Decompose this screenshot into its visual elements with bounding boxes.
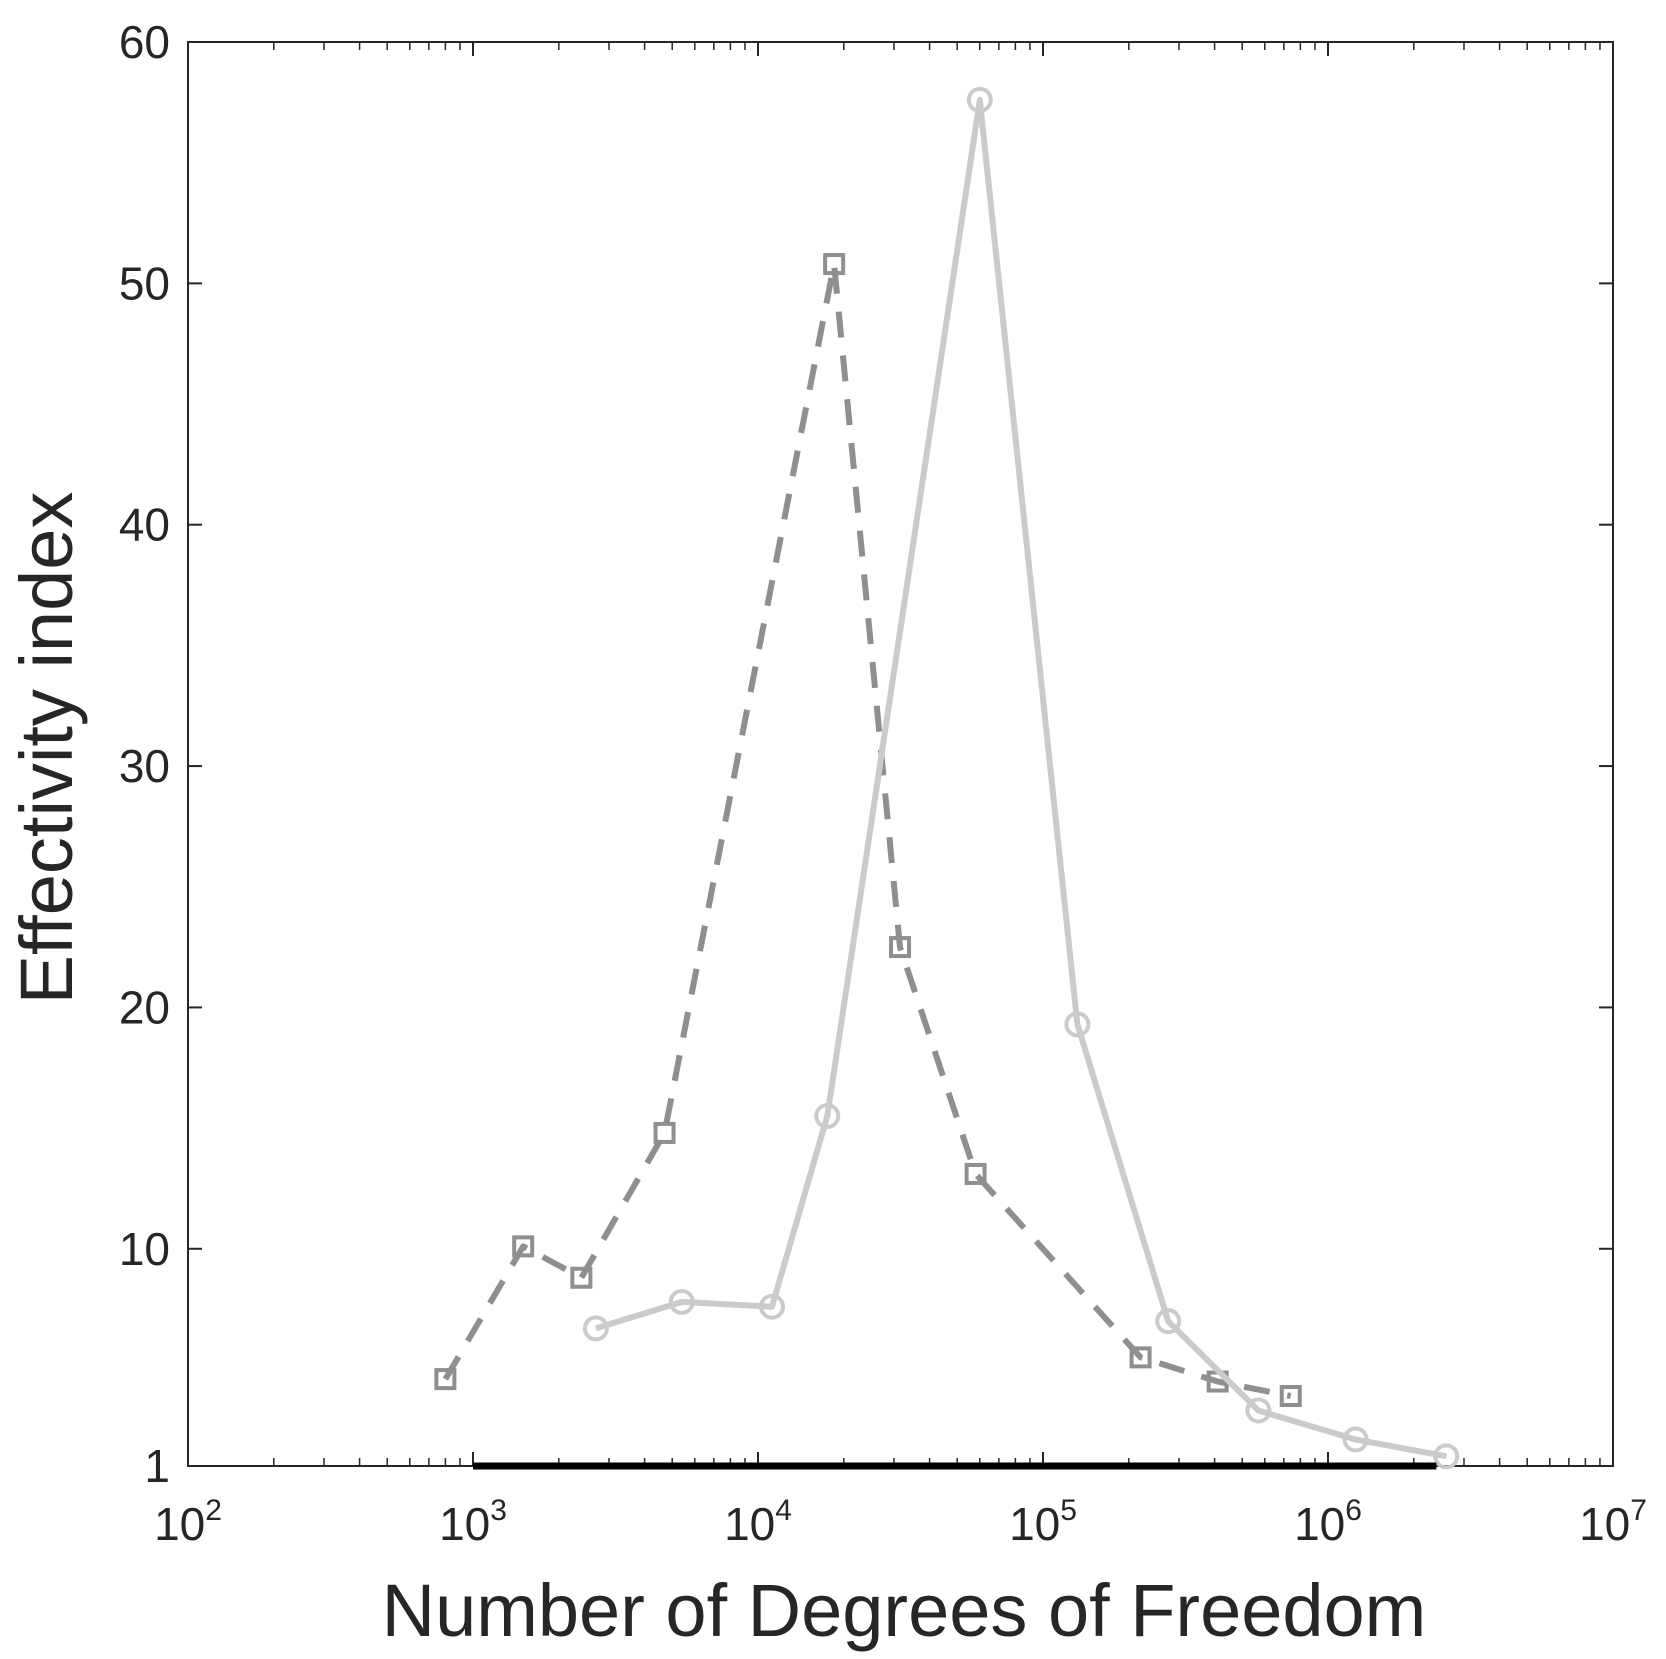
series-1-point (512, 1235, 535, 1258)
series-1-point (570, 1266, 593, 1289)
series-2-point (1433, 1443, 1460, 1470)
series-1-line (442, 261, 1292, 1399)
series-2-point (1155, 1308, 1182, 1335)
series-1-point (889, 936, 912, 959)
x-tick-label: 106 (1294, 1494, 1362, 1550)
series-2-point (1342, 1426, 1369, 1453)
series-2-line (595, 96, 1447, 1460)
y-tick-label: 50 (119, 257, 170, 309)
y-axis-title: Effectivity index (5, 492, 88, 1005)
x-tick-label: 105 (1009, 1494, 1077, 1550)
series-2-point (814, 1103, 841, 1130)
series-1-point (964, 1162, 987, 1185)
series-1-point (1129, 1346, 1152, 1369)
x-axis: 102 103 104 105 106 107 (154, 42, 1647, 1550)
y-axis: 1 10 20 30 40 50 60 (119, 16, 1613, 1492)
plot-area (187, 41, 1614, 1467)
series-2-point (1245, 1397, 1272, 1424)
series-1-point (434, 1368, 457, 1391)
series-2 (582, 86, 1460, 1470)
y-tick-label: 40 (119, 499, 170, 551)
x-axis-title: Number of Degrees of Freedom (382, 1569, 1427, 1652)
series-1-point (653, 1121, 676, 1144)
series-layer (434, 86, 1460, 1470)
plot-frame (187, 41, 1614, 1467)
series-2-point (966, 86, 993, 113)
series-2-point (759, 1293, 786, 1320)
series-2-point (668, 1288, 695, 1315)
y-tick-label: 60 (119, 16, 170, 68)
y-tick-label: 10 (119, 1223, 170, 1275)
y-tick-label: 20 (119, 981, 170, 1033)
series-1-point (1279, 1385, 1302, 1408)
x-tick-label: 102 (154, 1494, 222, 1550)
series-2-point (1064, 1011, 1091, 1038)
y-tick-label: 30 (119, 740, 170, 792)
series-1 (434, 253, 1302, 1408)
x-tick-label: 104 (724, 1494, 792, 1550)
x-tick-label: 103 (439, 1494, 507, 1550)
x-tick-label: 107 (1579, 1494, 1647, 1550)
series-1-point (823, 253, 846, 276)
y-tick-label: 1 (144, 1440, 170, 1492)
series-2-point (582, 1315, 609, 1342)
